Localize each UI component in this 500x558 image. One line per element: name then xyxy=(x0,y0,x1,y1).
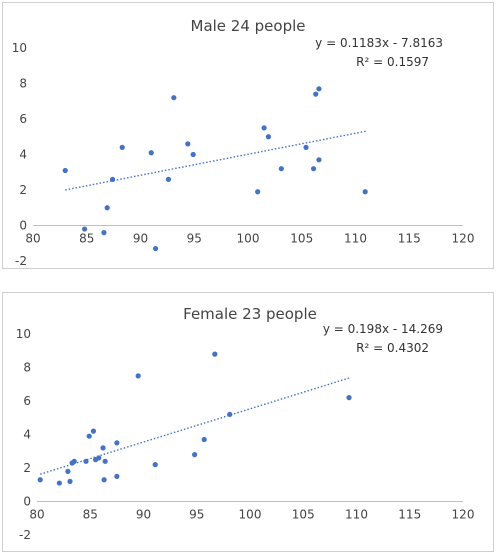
y-tick-label: 4 xyxy=(23,428,31,442)
data-point xyxy=(192,452,198,458)
x-tick-label: 90 xyxy=(133,232,148,246)
male-scatter-chart: Male 24 people -2 0 2 4 6 8 10 80 85 90 95 100 105 110… xyxy=(12,17,475,268)
x-tick-label: 120 xyxy=(452,508,475,522)
data-point xyxy=(165,176,172,182)
data-point xyxy=(185,141,191,147)
female-scatter-chart: Female 23 people -2 0 2 4 6 8 10 80 85 90 95 100 105 1… xyxy=(16,305,475,542)
data-point xyxy=(101,477,107,483)
x-tick-label: 105 xyxy=(292,508,315,522)
data-point xyxy=(114,440,120,446)
x-tick-label: 85 xyxy=(79,232,94,246)
x-tick-label: 95 xyxy=(189,508,204,522)
data-point xyxy=(67,478,73,484)
data-point xyxy=(62,167,68,174)
y-tick-label: 2 xyxy=(19,183,27,197)
trendline-r2: R² = 0.1597 xyxy=(356,55,429,69)
y-tick-label: 8 xyxy=(19,77,27,91)
trendline xyxy=(39,377,350,475)
data-point xyxy=(346,395,352,401)
data-point xyxy=(261,125,267,131)
y-tick-label: 8 xyxy=(23,361,31,375)
y-tick-label: -2 xyxy=(19,528,31,542)
y-tick-label: 6 xyxy=(19,112,27,126)
x-tick-label: 110 xyxy=(344,232,367,246)
data-point xyxy=(119,144,125,150)
y-tick-label: 10 xyxy=(12,41,27,55)
x-tick-label: 105 xyxy=(290,232,313,246)
x-tick-label: 80 xyxy=(29,508,44,522)
y-tick-label: 0 xyxy=(19,219,27,233)
data-point xyxy=(71,458,77,464)
data-point xyxy=(316,157,322,163)
data-point xyxy=(190,151,196,158)
data-point xyxy=(362,189,368,195)
data-point xyxy=(65,468,71,474)
data-point xyxy=(227,411,233,417)
trendline-equation: y = 0.198x - 14.269 xyxy=(323,322,443,336)
y-tick-label: 2 xyxy=(23,461,31,475)
x-tick-label: 110 xyxy=(345,508,368,522)
data-point xyxy=(90,428,97,434)
data-point xyxy=(100,445,106,451)
x-tick-label: 85 xyxy=(83,508,98,522)
x-tick-label: 95 xyxy=(187,232,202,246)
data-point xyxy=(101,230,107,236)
chart-title: Male 24 people xyxy=(191,17,306,35)
data-point xyxy=(86,433,92,439)
x-tick-label: 90 xyxy=(136,508,151,522)
male-chart-panel: Male 24 people -2 0 2 4 6 8 10 80 85 90 95 100 105 110… xyxy=(2,2,494,269)
data-point xyxy=(278,166,284,172)
data-point xyxy=(303,144,309,150)
trendline-equation: y = 0.1183x - 7.8163 xyxy=(315,36,443,50)
x-tick-label: 120 xyxy=(452,232,475,246)
data-point xyxy=(83,458,89,464)
data-point xyxy=(96,455,102,461)
data-point xyxy=(56,480,62,486)
trendline-r2: R² = 0.4302 xyxy=(356,341,429,355)
female-chart-panel: Female 23 people -2 0 2 4 6 8 10 80 85 90 95 100 105 1… xyxy=(2,292,494,552)
y-tick-label: 0 xyxy=(23,495,31,509)
data-point xyxy=(316,86,322,92)
data-point xyxy=(152,245,159,252)
chart-title: Female 23 people xyxy=(183,305,317,323)
x-tick-label: 115 xyxy=(398,232,421,246)
y-tick-label: 4 xyxy=(19,148,27,162)
data-point xyxy=(201,436,207,443)
data-point xyxy=(109,176,116,182)
data-point xyxy=(212,351,218,357)
data-point xyxy=(114,473,120,479)
data-point xyxy=(104,205,110,211)
data-point xyxy=(102,458,108,464)
x-tick-label: 100 xyxy=(237,232,260,246)
x-tick-label: 100 xyxy=(239,508,262,522)
data-point xyxy=(148,150,154,156)
y-tick-label: 10 xyxy=(16,327,31,341)
data-point xyxy=(152,462,158,468)
data-point xyxy=(171,95,177,101)
x-tick-label: 115 xyxy=(398,508,421,522)
data-point xyxy=(82,226,88,232)
data-point xyxy=(135,373,141,379)
data-point xyxy=(37,477,43,483)
x-tick-label: 80 xyxy=(25,232,40,246)
data-point xyxy=(265,134,272,140)
data-point xyxy=(313,91,319,97)
data-point xyxy=(255,189,261,195)
trendline xyxy=(65,130,367,191)
y-tick-label: 6 xyxy=(23,394,31,408)
data-point xyxy=(310,166,317,172)
y-tick-label: -2 xyxy=(15,254,27,268)
